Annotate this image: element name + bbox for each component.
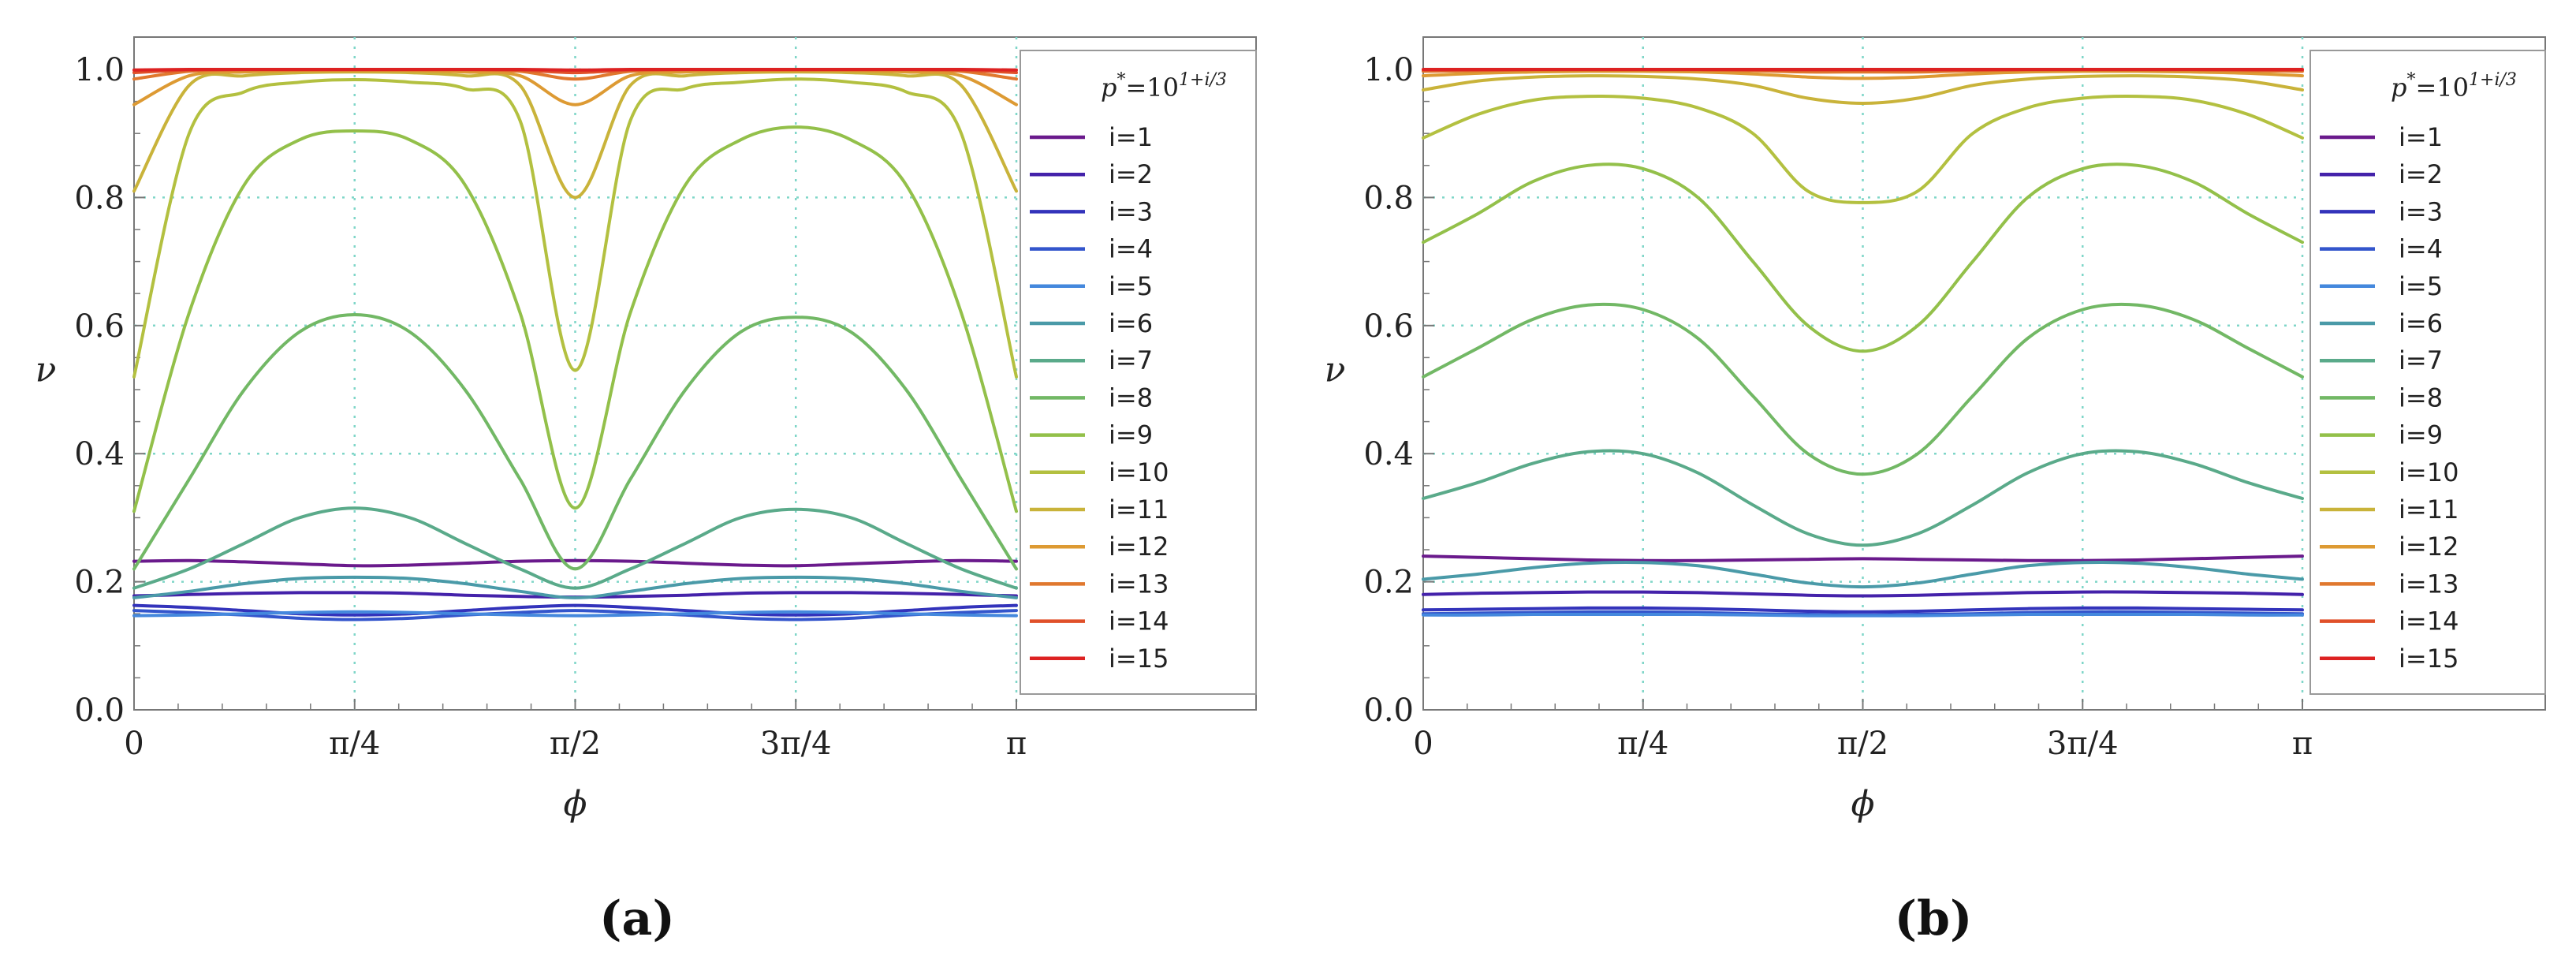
legend-label: i=5 bbox=[1109, 271, 1153, 301]
legend-label: i=3 bbox=[2399, 196, 2443, 226]
tick-marks bbox=[133, 69, 1018, 711]
y-tick-label: 1.0 bbox=[74, 52, 125, 88]
series-line-i-15 bbox=[132, 67, 1018, 72]
legend-title: p*=101+i/3 bbox=[1101, 70, 1227, 103]
series-line-i-9 bbox=[1422, 162, 2304, 353]
y-tick-label: 0.6 bbox=[1363, 308, 1414, 345]
x-axis-label: ϕ bbox=[1851, 784, 1875, 824]
series-line-i-5 bbox=[132, 610, 1018, 618]
y-tick-label: 0.8 bbox=[74, 180, 125, 216]
panel-b: 0 π/4 π/2 3π/4 π 0.0 0.2 0.4 0.6 0.8 1.0 ϕ ν p*=101+i… bbox=[1325, 36, 2546, 946]
legend-label: i=12 bbox=[1109, 532, 1169, 562]
legend-label: i=1 bbox=[2399, 122, 2443, 152]
x-tick-label: 0 bbox=[1413, 726, 1433, 762]
legend-label: i=1 bbox=[1109, 122, 1153, 152]
series-line-i-10 bbox=[1422, 94, 2304, 204]
x-tick-label: π bbox=[2292, 726, 2313, 762]
panel-label: (b) bbox=[1895, 891, 1973, 946]
series-line-i-7 bbox=[1422, 449, 2304, 547]
legend-label: i=2 bbox=[2399, 159, 2443, 189]
legend-title: p*=101+i/3 bbox=[2391, 70, 2517, 103]
series-line-i-6 bbox=[1422, 560, 2304, 589]
x-tick-label: π/4 bbox=[329, 726, 380, 762]
y-tick-label: 0.0 bbox=[74, 692, 125, 729]
x-tick-label: π/2 bbox=[550, 726, 601, 762]
series-lines bbox=[132, 67, 1018, 621]
x-tick-label: 0 bbox=[124, 726, 144, 762]
y-tick-label: 0.2 bbox=[1363, 565, 1414, 601]
legend-label: i=14 bbox=[1109, 607, 1169, 636]
series-line-i-6 bbox=[132, 575, 1018, 599]
legend-label: i=4 bbox=[2399, 234, 2443, 264]
legend-label: i=13 bbox=[1109, 569, 1169, 599]
legend-box bbox=[1020, 50, 1257, 695]
series-line-i-5 bbox=[1422, 612, 2304, 618]
gridlines bbox=[1423, 37, 2304, 710]
series-lines bbox=[1422, 67, 2304, 618]
series-line-i-10 bbox=[132, 77, 1018, 379]
legend-label: i=5 bbox=[2399, 271, 2443, 301]
legend-label: i=9 bbox=[2399, 420, 2443, 450]
y-tick-label: 0.4 bbox=[1363, 436, 1414, 472]
legend: p*=101+i/3 i=1 i=2 i=3 i=4 i=5 i=6 i=7 i=8 i=9 i=1… bbox=[1020, 50, 1257, 695]
gridlines bbox=[134, 37, 1018, 710]
x-tick-label: 3π/4 bbox=[2047, 726, 2119, 762]
series-line-i-9 bbox=[132, 125, 1018, 513]
legend: p*=101+i/3 i=1 i=2 i=3 i=4 i=5 i=6 i=7 i=8 i=9 i=1… bbox=[2309, 50, 2546, 695]
legend-label: i=9 bbox=[1109, 420, 1153, 450]
y-tick-label: 0.8 bbox=[1363, 180, 1414, 216]
legend-label: i=3 bbox=[1109, 196, 1153, 226]
legend-label: i=6 bbox=[2399, 308, 2443, 338]
legend-label: i=10 bbox=[2399, 457, 2459, 487]
panel-a: 0 π/4 π/2 3π/4 π 0.0 0.2 0.4 0.6 0.8 1.0 ϕ ν p*=101+i… bbox=[35, 36, 1257, 946]
x-tick-label: π bbox=[1006, 726, 1027, 762]
legend-label: i=15 bbox=[1109, 644, 1169, 674]
legend-label: i=11 bbox=[1109, 495, 1169, 524]
series-line-i-8 bbox=[1422, 302, 2304, 476]
legend-label: i=8 bbox=[2399, 383, 2443, 412]
panel-label: (a) bbox=[599, 891, 675, 946]
y-tick-label: 1.0 bbox=[1363, 52, 1414, 88]
y-tick-label: 0.6 bbox=[74, 308, 125, 345]
legend-label: i=15 bbox=[2399, 644, 2459, 674]
legend-label: i=12 bbox=[2399, 532, 2459, 562]
legend-label: i=2 bbox=[1109, 159, 1153, 189]
y-tick-label: 0.4 bbox=[74, 436, 125, 472]
legend-label: i=6 bbox=[1109, 308, 1153, 338]
series-line-i-4 bbox=[132, 609, 1018, 621]
x-tick-label: π/2 bbox=[1837, 726, 1888, 762]
y-tick-label: 0.0 bbox=[1363, 692, 1414, 729]
series-line-i-3 bbox=[1422, 606, 2304, 614]
series-line-i-7 bbox=[132, 506, 1018, 590]
legend-label: i=13 bbox=[2399, 569, 2459, 599]
legend-label: i=8 bbox=[1109, 383, 1153, 412]
legend-label: i=7 bbox=[1109, 345, 1153, 375]
legend-label: i=4 bbox=[1109, 234, 1153, 264]
y-tick-label: 0.2 bbox=[74, 565, 125, 601]
series-line-i-11 bbox=[132, 70, 1018, 200]
legend-label: i=11 bbox=[2399, 495, 2459, 524]
series-line-i-8 bbox=[132, 313, 1018, 571]
y-axis-label: ν bbox=[1325, 350, 1346, 390]
series-line-i-11 bbox=[1422, 74, 2304, 105]
legend-label: i=10 bbox=[1109, 457, 1169, 487]
legend-box bbox=[2309, 50, 2546, 695]
legend-label: i=7 bbox=[2399, 345, 2443, 375]
series-line-i-2 bbox=[1422, 590, 2304, 598]
y-axis-label: ν bbox=[35, 350, 57, 390]
series-line-i-1 bbox=[132, 558, 1018, 568]
x-tick-label: 3π/4 bbox=[760, 726, 832, 762]
x-axis-label: ϕ bbox=[564, 784, 587, 824]
x-tick-label: π/4 bbox=[1617, 726, 1668, 762]
legend-label: i=14 bbox=[2399, 607, 2459, 636]
series-line-i-1 bbox=[1422, 554, 2304, 562]
